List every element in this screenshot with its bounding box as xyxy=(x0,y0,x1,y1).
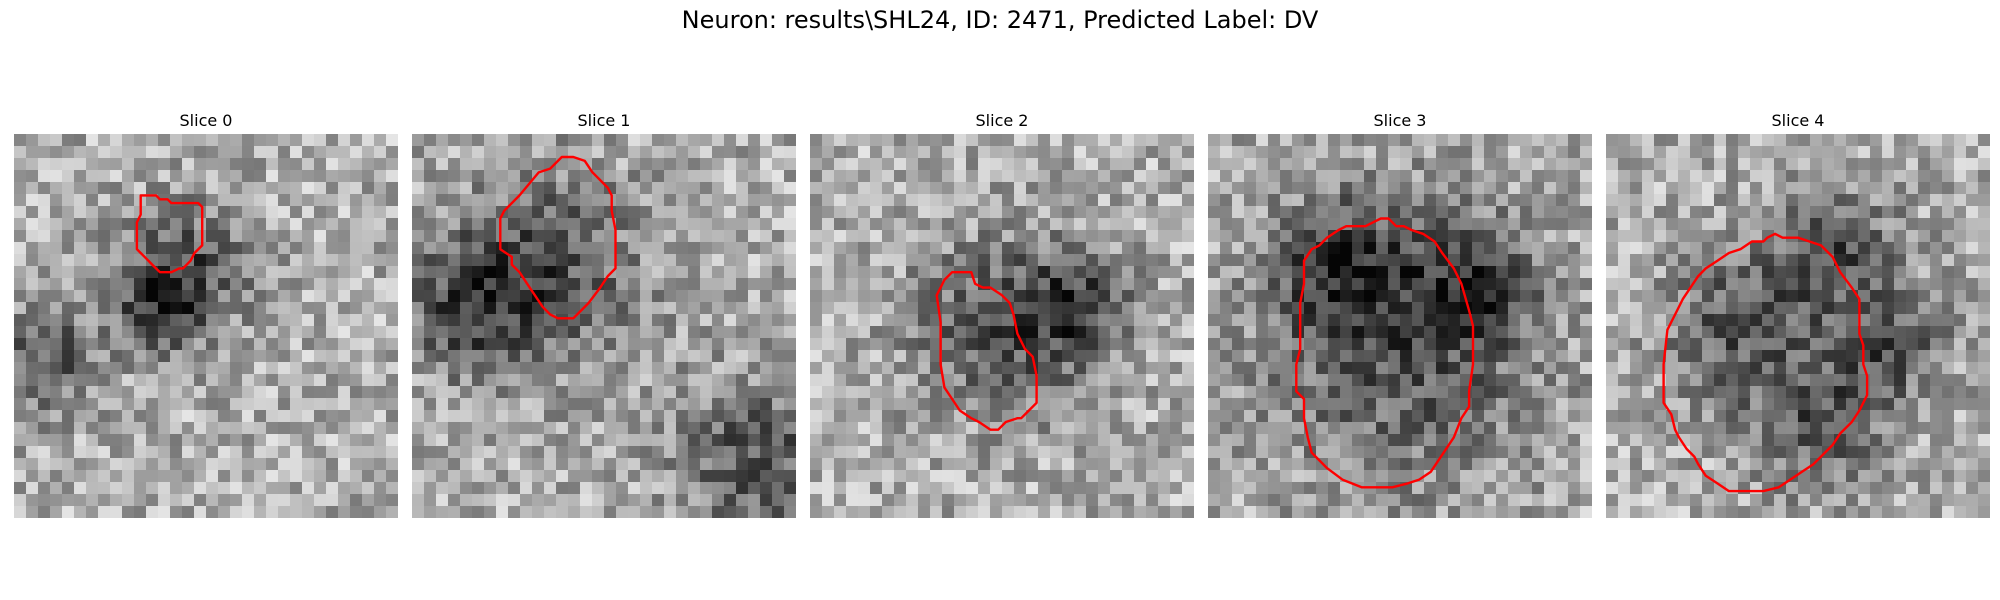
pixel-grid xyxy=(1208,134,1592,518)
slice-image xyxy=(1208,134,1592,518)
roi-contour xyxy=(499,155,617,320)
slice-title: Slice 2 xyxy=(975,111,1029,130)
roi-contour xyxy=(1295,217,1475,489)
slice-panel: Slice 0 xyxy=(14,108,398,518)
slice-panel: Slice 2 xyxy=(810,108,1194,518)
pixel-grid xyxy=(1606,134,1990,518)
slice-title: Slice 3 xyxy=(1373,111,1427,130)
slice-title: Slice 0 xyxy=(179,111,233,130)
slice-image xyxy=(14,134,398,518)
slice-panel: Slice 1 xyxy=(412,108,796,518)
slice-panel: Slice 4 xyxy=(1606,108,1990,518)
roi-contour xyxy=(1662,232,1869,493)
figure-title: Neuron: results\SHL24, ID: 2471, Predict… xyxy=(681,6,1319,34)
slice-title: Slice 4 xyxy=(1771,111,1825,130)
pixel-grid xyxy=(412,134,796,518)
slice-image xyxy=(1606,134,1990,518)
pixel-grid xyxy=(810,134,1194,518)
slice-image xyxy=(810,134,1194,518)
slice-image xyxy=(412,134,796,518)
slice-panel: Slice 3 xyxy=(1208,108,1592,518)
pixel-grid xyxy=(14,134,398,518)
roi-contour xyxy=(935,270,1038,431)
slice-title: Slice 1 xyxy=(577,111,631,130)
roi-contour xyxy=(135,194,204,274)
